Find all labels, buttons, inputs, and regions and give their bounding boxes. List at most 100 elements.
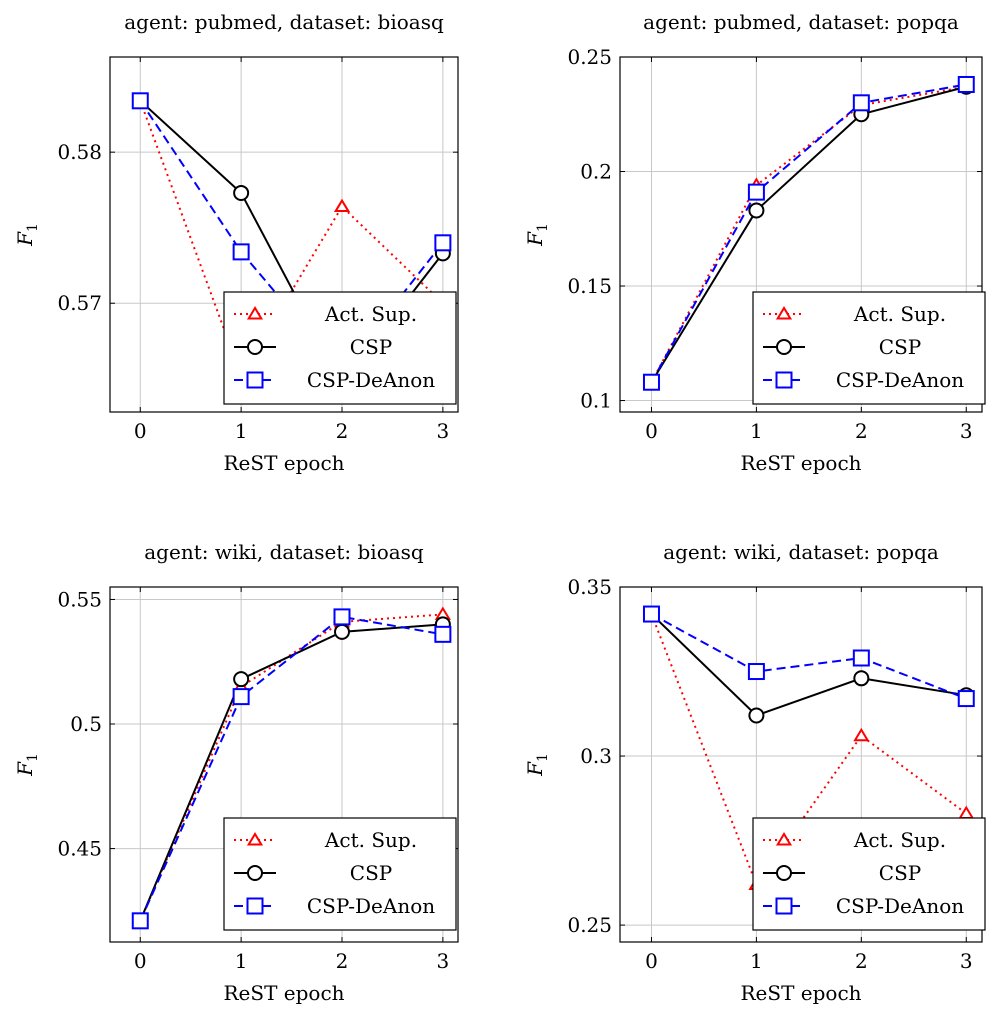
legend-marker [775,832,793,846]
series-line-act-sup- [650,85,967,383]
data-point-csp-deanon [232,243,250,261]
x-tick-label: 2 [855,949,868,973]
legend-label: Act. Sup. [324,302,417,326]
series-line-csp [650,85,967,383]
y-tick-label: 0.3 [580,744,612,768]
data-point-csp [233,184,250,201]
chart-title: agent: pubmed, dataset: bioasq [124,10,444,34]
legend-label: Act. Sup. [853,302,946,326]
y-tick-label: 0.5 [70,712,102,736]
x-tick-label: 0 [645,419,658,443]
y-axis-label: F1 [523,223,551,247]
x-tick-label: 0 [134,949,147,973]
x-tick-label: 2 [336,419,349,443]
data-point-csp-deanon [131,92,149,110]
x-axis-label: ReST epoch [740,981,861,1005]
series-line-csp-deanon [650,83,967,383]
x-tick-label: 2 [855,419,868,443]
x-axis-label: ReST epoch [740,451,861,475]
data-point-csp [853,670,870,687]
x-tick-label: 3 [960,949,973,973]
data-point-csp-deanon [852,94,870,112]
legend-marker [776,339,792,355]
chart-title: agent: wiki, dataset: popqa [663,540,939,564]
data-point-csp-deanon [434,234,452,252]
x-tick-label: 3 [960,419,973,443]
legend-marker [247,865,263,881]
legend: Act. Sup. CSP CSP-DeAnon [223,817,457,931]
data-point-csp-deanon [642,373,660,391]
plot-frame [109,56,459,413]
y-tick-label: 0.15 [567,274,612,298]
data-point-csp-deanon [852,649,870,667]
data-point-csp-deanon [333,608,351,626]
legend-marker [247,339,263,355]
x-axis-label: ReST epoch [223,981,344,1005]
chart-title: agent: wiki, dataset: bioasq [144,540,424,564]
legend-label: CSP-DeAnon [836,368,964,392]
y-tick-label: 0.45 [57,837,102,861]
legend-marker [775,306,793,320]
y-tick-label: 0.57 [57,291,102,315]
legend-label: CSP [350,861,392,885]
legend-marker [246,832,264,846]
legend: Act. Sup. CSP CSP-DeAnon [752,291,986,405]
plot-frame [619,56,983,413]
legend: Act. Sup. CSP CSP-DeAnon [223,291,457,405]
chart-panel-pubmed-bioasq: 0 1 2 3 0.57 0.58 agent: pubmed, dataset: bioa… [13,10,459,475]
x-axis-label: ReST epoch [223,451,344,475]
x-tick-label: 1 [235,949,248,973]
y-tick-label: 0.25 [567,45,612,69]
y-tick-label: 0.35 [567,575,612,599]
data-point-act-sup- [853,727,870,742]
plot-area [131,606,452,930]
data-point-csp [748,707,765,724]
data-point-csp-deanon [747,183,765,201]
legend-marker [776,865,792,881]
x-tick-label: 0 [645,949,658,973]
data-point-csp-deanon [957,690,975,708]
series-line-csp-deanon [650,613,967,700]
legend-label: CSP-DeAnon [836,894,964,918]
legend-label: CSP [879,861,921,885]
chart-title: agent: pubmed, dataset: popqa [643,10,959,34]
plot-area [642,605,975,891]
data-point-csp-deanon [232,688,250,706]
data-point-csp-deanon [642,605,660,623]
legend-marker [775,897,793,915]
series-line-csp [650,613,967,717]
series-line-act-sup- [139,100,444,379]
legend-marker [775,371,793,389]
legend-label: CSP [350,335,392,359]
legend-marker [246,371,264,389]
series-line-act-sup- [139,613,443,922]
data-point-csp [233,671,250,688]
x-tick-label: 1 [235,419,248,443]
data-point-csp-deanon [957,75,975,93]
series-line-csp-deanon [139,615,444,922]
chart-panel-wiki-bioasq: 0 1 2 3 0.45 0.5 0.55 agent: wiki, dataset: bio… [13,540,459,1005]
y-tick-label: 0.2 [580,160,612,184]
series-line-act-sup- [650,613,967,887]
legend-label: CSP-DeAnon [307,368,435,392]
y-tick-label: 0.1 [580,389,612,413]
y-axis-label: F1 [523,753,551,777]
legend-marker [246,897,264,915]
data-point-csp-deanon [131,912,149,930]
x-tick-label: 1 [750,419,763,443]
legend-label: Act. Sup. [853,828,946,852]
chart-panel-wiki-popqa: 0 1 2 3 0.25 0.3 0.35 agent: wiki, dataset: pop… [523,540,986,1005]
y-tick-label: 0.25 [567,913,612,937]
plot-frame [619,586,983,943]
legend-label: CSP [879,335,921,359]
data-point-act-sup- [958,805,975,820]
data-point-act-sup- [333,198,351,213]
legend-label: Act. Sup. [324,828,417,852]
data-point-csp-deanon [434,625,452,643]
x-tick-label: 3 [437,419,450,443]
data-point-csp [748,202,765,219]
legend-marker [246,306,264,320]
y-axis-label: F1 [13,223,41,247]
x-tick-label: 1 [750,949,763,973]
